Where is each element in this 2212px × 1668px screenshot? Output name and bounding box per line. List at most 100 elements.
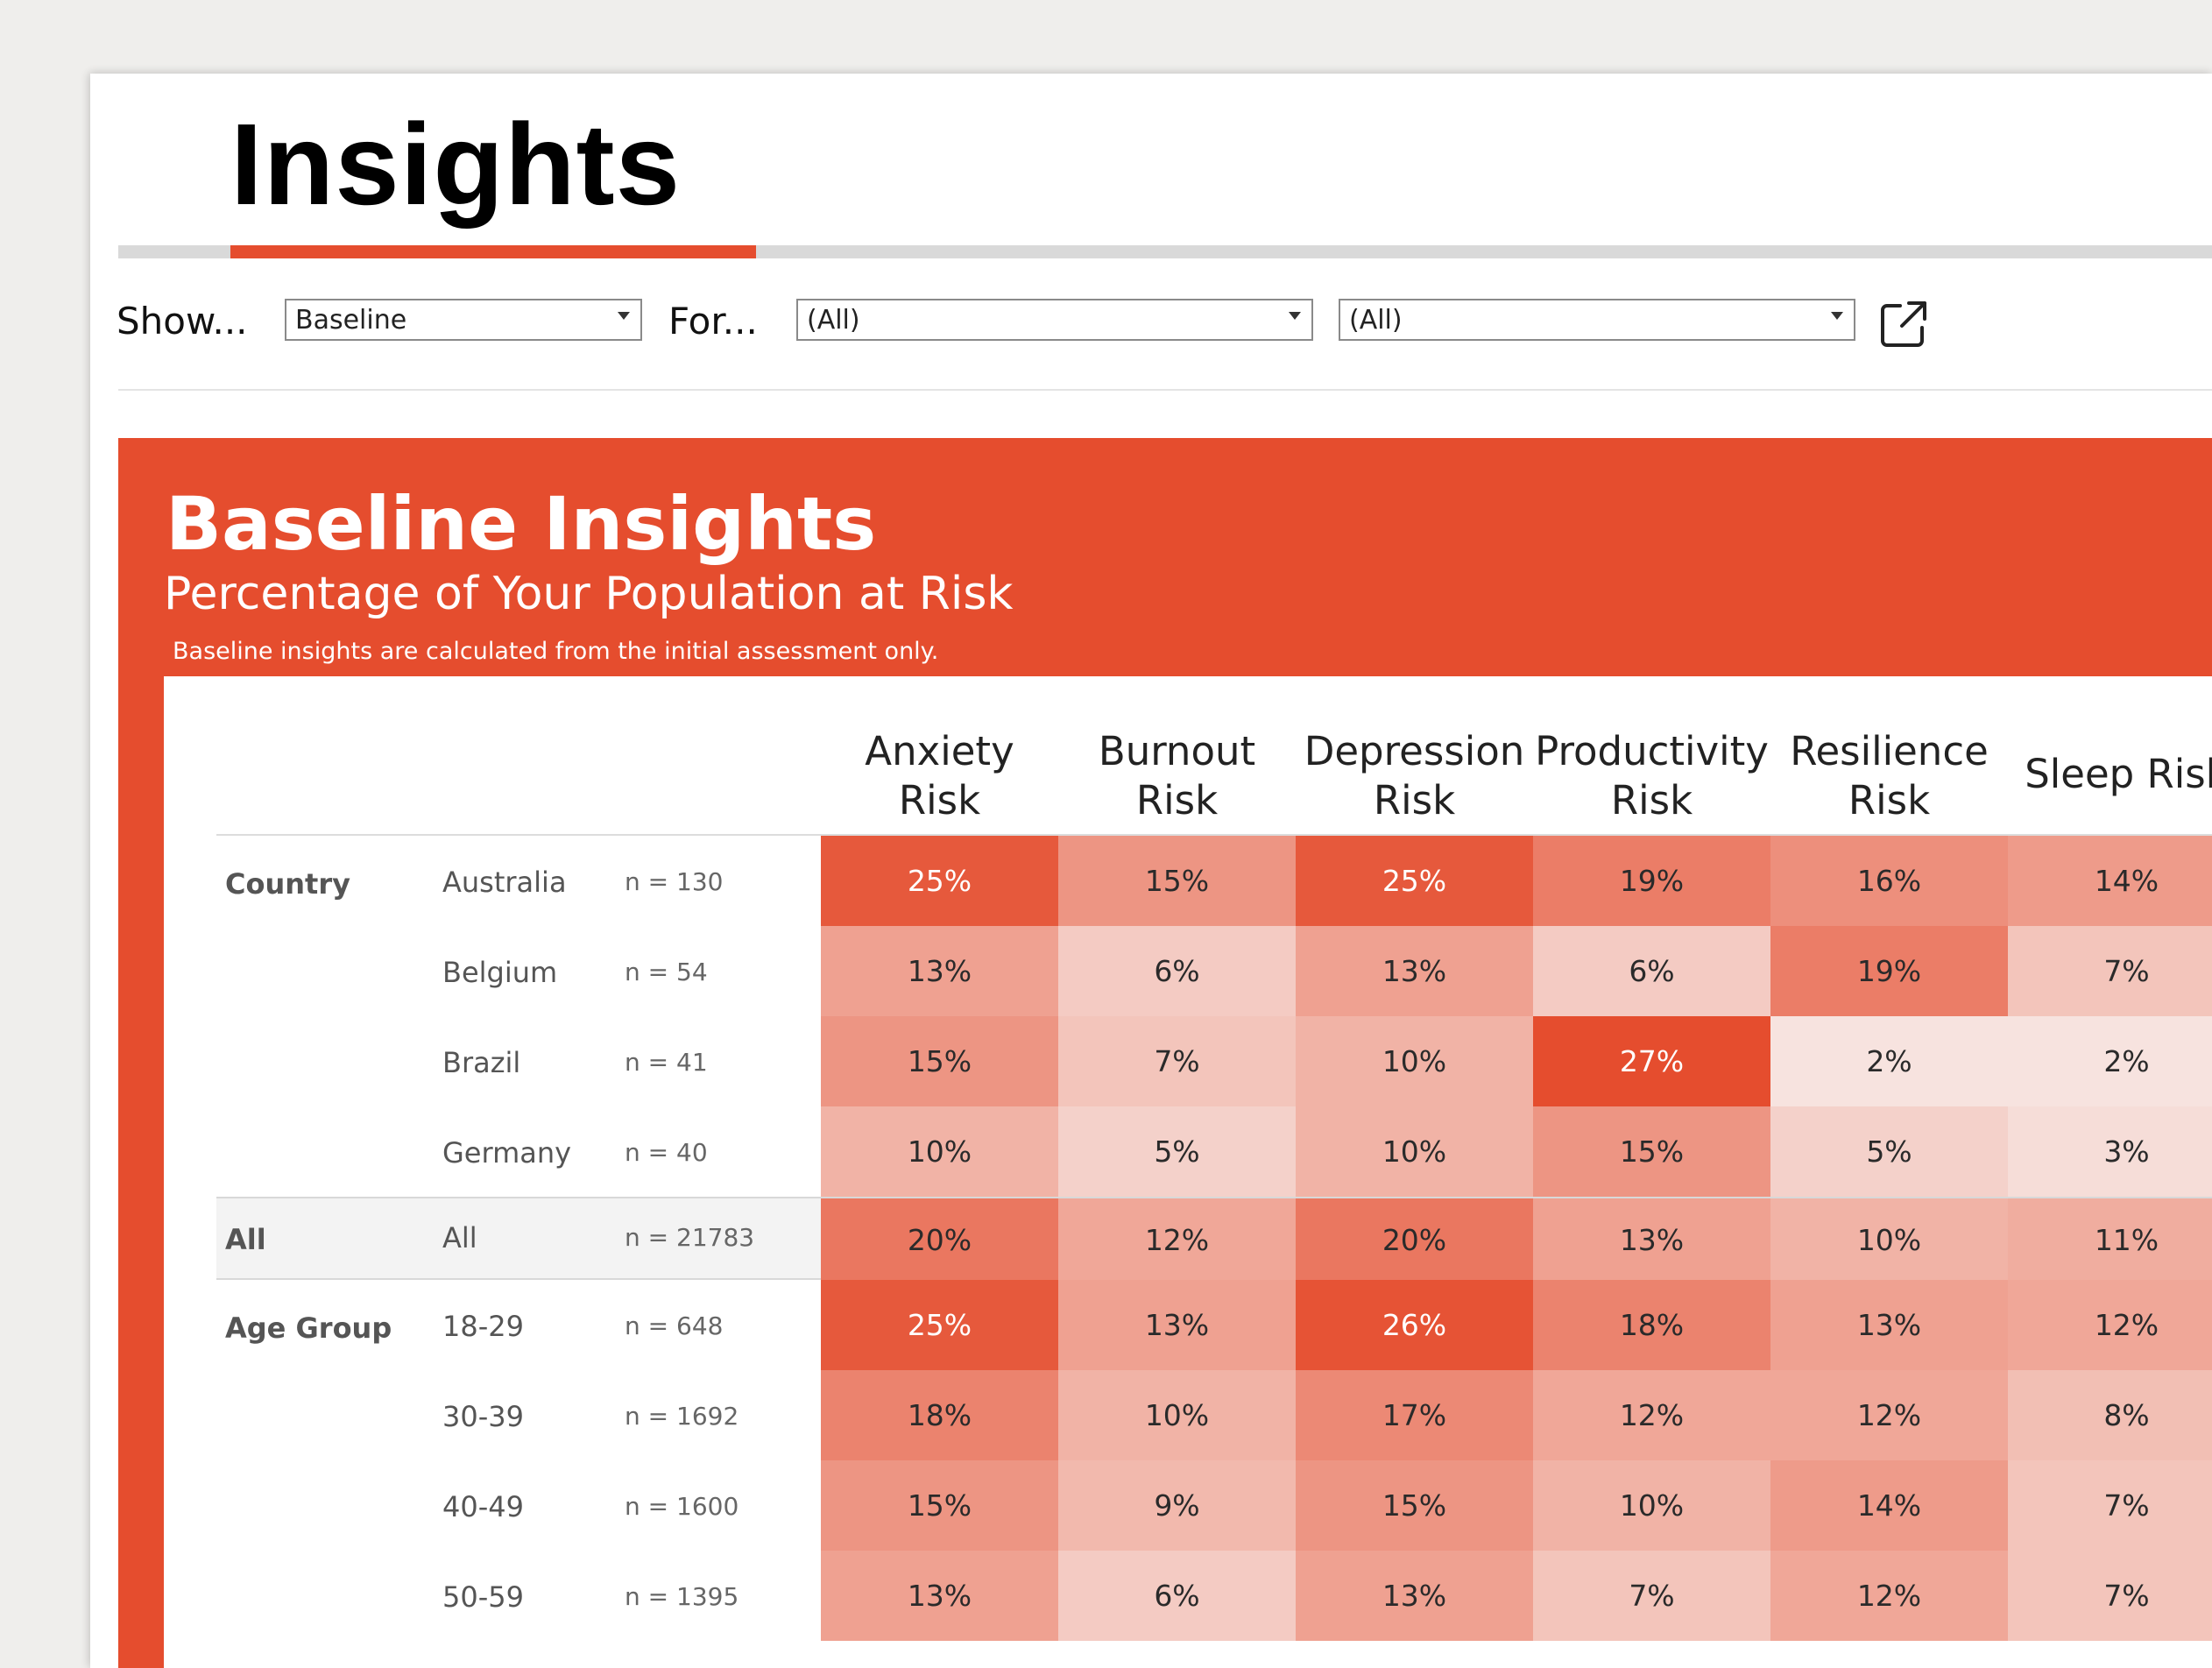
heatmap-cell[interactable]: 15% xyxy=(1533,1106,1770,1197)
show-dropdown[interactable]: Baseline xyxy=(285,299,642,341)
heatmap-cell[interactable]: 14% xyxy=(1770,1460,2008,1551)
for-dropdown-secondary[interactable]: (All) xyxy=(1339,299,1855,341)
for-dropdown-primary-value: (All) xyxy=(807,305,860,336)
column-header: Burnout Risk xyxy=(1058,727,1296,825)
table-row[interactable]: Country Australia n = 130 25% 15% 25% 19% 16% 14… xyxy=(216,836,2212,926)
table-row[interactable]: Age Group 18-29 n = 648 25% 13% 26% 18% 13% 12% xyxy=(216,1280,2212,1370)
heatmap-cell[interactable]: 15% xyxy=(1296,1460,1533,1551)
show-label: Show... xyxy=(117,300,248,343)
heatmap-cell[interactable]: 12% xyxy=(2008,1280,2212,1370)
table-row[interactable]: Brazil n = 41 15% 7% 10% 27% 2% 2% xyxy=(216,1016,2212,1106)
heatmap-cell[interactable]: 13% xyxy=(1296,1551,1533,1641)
heatmap-cell[interactable]: 10% xyxy=(1296,1016,1533,1106)
heatmap-cell[interactable]: 7% xyxy=(1058,1016,1296,1106)
table-row[interactable]: 50-59 n = 1395 13% 6% 13% 7% 12% 7% xyxy=(216,1551,2212,1641)
column-header-line: Risk xyxy=(898,777,981,823)
heatmap-cell[interactable]: 10% xyxy=(1296,1106,1533,1197)
table-row[interactable]: Germany n = 40 10% 5% 10% 15% 5% 3% xyxy=(216,1106,2212,1197)
heatmap-cell[interactable]: 18% xyxy=(1533,1280,1770,1370)
table-row[interactable]: 30-39 n = 1692 18% 10% 17% 12% 12% 8% xyxy=(216,1370,2212,1460)
heatmap-cell[interactable]: 8% xyxy=(2008,1370,2212,1460)
heatmap-cell[interactable]: 5% xyxy=(1058,1106,1296,1197)
column-header-line: Risk xyxy=(1135,777,1219,823)
for-label: For... xyxy=(668,300,758,343)
heatmap-cell[interactable]: 11% xyxy=(2008,1198,2212,1282)
heatmap-cell[interactable]: 7% xyxy=(2008,1460,2212,1551)
heatmap-cell[interactable]: 13% xyxy=(821,1551,1058,1641)
heatmap-cell[interactable]: 6% xyxy=(1533,926,1770,1016)
heatmap-cell[interactable]: 27% xyxy=(1533,1016,1770,1106)
table-row[interactable]: 40-49 n = 1600 15% 9% 15% 10% 14% 7% xyxy=(216,1460,2212,1551)
column-header: Anxiety Risk xyxy=(821,727,1058,825)
heatmap-cell[interactable]: 20% xyxy=(1296,1198,1533,1282)
row-member-label: Germany xyxy=(442,1136,572,1170)
row-group-label: Age Group xyxy=(225,1311,392,1345)
column-header-line: Risk xyxy=(1373,777,1456,823)
row-sample-size: n = 130 xyxy=(625,867,724,896)
heatmap-cell[interactable]: 12% xyxy=(1058,1198,1296,1282)
heatmap-cell[interactable]: 7% xyxy=(1533,1551,1770,1641)
row-sample-size: n = 1395 xyxy=(625,1582,739,1611)
heatmap-cell[interactable]: 15% xyxy=(821,1460,1058,1551)
heatmap-cell[interactable]: 10% xyxy=(821,1106,1058,1197)
row-member-label: 18-29 xyxy=(442,1310,524,1343)
heatmap-cell[interactable]: 13% xyxy=(1058,1280,1296,1370)
heatmap-cell[interactable]: 10% xyxy=(1533,1460,1770,1551)
heatmap-cell[interactable]: 6% xyxy=(1058,1551,1296,1641)
heatmap-cell[interactable]: 19% xyxy=(1533,836,1770,926)
heatmap-cell[interactable]: 13% xyxy=(1296,926,1533,1016)
heatmap-cell[interactable]: 12% xyxy=(1770,1551,2008,1641)
heatmap-cell[interactable]: 25% xyxy=(1296,836,1533,926)
heatmap-cell[interactable]: 3% xyxy=(2008,1106,2212,1197)
heatmap-cell[interactable]: 20% xyxy=(821,1198,1058,1282)
heatmap-cell[interactable]: 7% xyxy=(2008,1551,2212,1641)
column-header-line: Sleep Risk xyxy=(2025,751,2212,797)
report-subtitle: Percentage of Your Population at Risk xyxy=(164,568,1014,620)
header-rule xyxy=(216,834,2212,836)
table-row[interactable]: Belgium n = 54 13% 6% 13% 6% 19% 7% xyxy=(216,926,2212,1016)
heatmap-cell[interactable]: 13% xyxy=(1533,1198,1770,1282)
heatmap-cell[interactable]: 19% xyxy=(1770,926,2008,1016)
heatmap-cell[interactable]: 16% xyxy=(1770,836,2008,926)
row-member-label: Australia xyxy=(442,866,567,899)
heatmap-cell[interactable]: 13% xyxy=(821,926,1058,1016)
heatmap-cell[interactable]: 15% xyxy=(821,1016,1058,1106)
heatmap-cell[interactable]: 25% xyxy=(821,836,1058,926)
heatmap-cell[interactable]: 18% xyxy=(821,1370,1058,1460)
external-link-icon[interactable] xyxy=(1877,298,1930,350)
for-dropdown-primary[interactable]: (All) xyxy=(796,299,1313,341)
chevron-down-icon xyxy=(618,312,630,320)
column-header: Productivity Risk xyxy=(1533,727,1770,825)
heatmap-cell[interactable]: 26% xyxy=(1296,1280,1533,1370)
heatmap-cell[interactable]: 14% xyxy=(2008,836,2212,926)
row-member-label: Brazil xyxy=(442,1046,521,1079)
column-header-line: Depression xyxy=(1304,728,1525,774)
heatmap-cell[interactable]: 5% xyxy=(1770,1106,2008,1197)
row-member-label: All xyxy=(442,1221,477,1255)
heatmap-cell[interactable]: 10% xyxy=(1770,1198,2008,1282)
heatmap-cell[interactable]: 12% xyxy=(1770,1370,2008,1460)
heatmap-cell[interactable]: 17% xyxy=(1296,1370,1533,1460)
heatmap-cell[interactable]: 2% xyxy=(2008,1016,2212,1106)
heatmap-cell[interactable]: 2% xyxy=(1770,1016,2008,1106)
table-row[interactable]: All All n = 21783 20% 12% 20% 13% 10% 11% xyxy=(216,1197,2212,1282)
column-header-line: Burnout xyxy=(1098,728,1256,774)
row-member-label: 50-59 xyxy=(442,1580,524,1614)
heatmap-cell[interactable]: 10% xyxy=(1058,1370,1296,1460)
heatmap-cell[interactable]: 7% xyxy=(2008,926,2212,1016)
row-group-label: Country xyxy=(225,867,350,901)
heatmap-cell[interactable]: 12% xyxy=(1533,1370,1770,1460)
row-sample-size: n = 1692 xyxy=(625,1402,739,1431)
heatmap-cell[interactable]: 15% xyxy=(1058,836,1296,926)
report-title: Baseline Insights xyxy=(166,481,877,567)
heatmap-cell[interactable]: 9% xyxy=(1058,1460,1296,1551)
heatmap-cell[interactable]: 13% xyxy=(1770,1280,2008,1370)
page-title: Insights xyxy=(230,100,682,229)
column-header: Resilience Risk xyxy=(1770,727,2008,825)
heatmap-cell[interactable]: 25% xyxy=(821,1280,1058,1370)
heatmap-cell[interactable]: 6% xyxy=(1058,926,1296,1016)
chevron-down-icon xyxy=(1289,312,1301,320)
row-sample-size: n = 54 xyxy=(625,958,708,986)
report-panel: Baseline Insights Percentage of Your Pop… xyxy=(118,438,2212,1668)
chevron-down-icon xyxy=(1831,312,1843,320)
